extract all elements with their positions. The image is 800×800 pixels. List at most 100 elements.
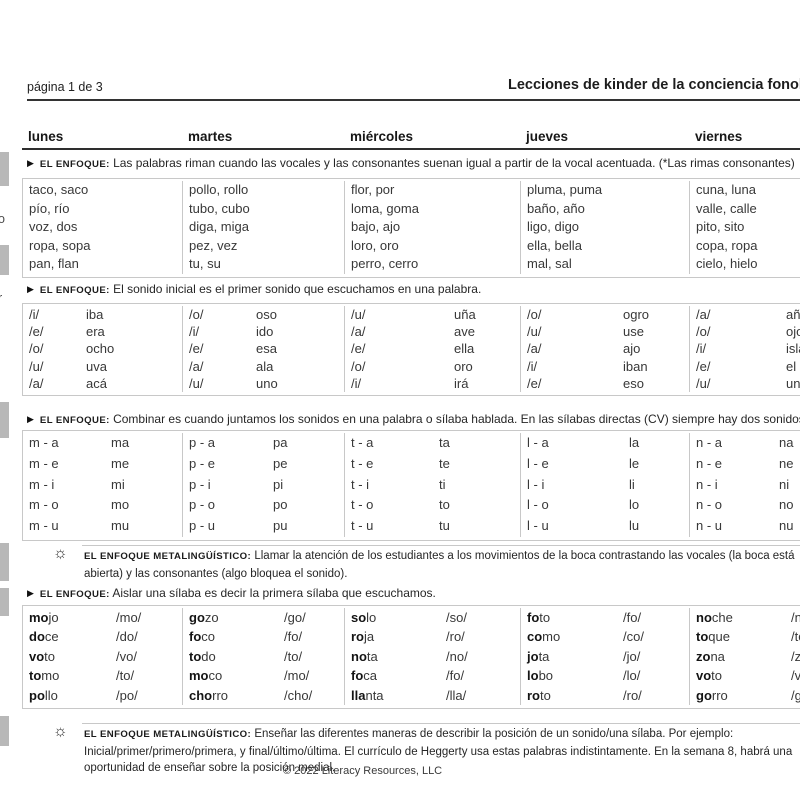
table-cell: m - u mu: [29, 518, 130, 534]
table-cell: todo/to/: [189, 648, 303, 664]
table-cell: m - i mi: [29, 476, 125, 492]
table-cell: taco, saco: [29, 182, 89, 197]
table-cell: mojo/mo/: [29, 610, 142, 625]
day-column: taco, saco pío, río voz, dos ropa, sopa pan,…: [23, 181, 183, 274]
table-cell: p - i pi: [189, 476, 284, 492]
table-cell: jota/jo/: [527, 648, 641, 664]
clipped-margin-letter: o: [0, 212, 5, 226]
table-cell: m - e me: [29, 455, 130, 471]
day-column: flor, por loma, goma bajo, ajo loro, oro per…: [345, 181, 521, 274]
table-cell: /o/ojo: [696, 324, 800, 340]
table-cell: valle, calle: [696, 200, 757, 216]
table-cell: ligo, digo: [527, 219, 580, 235]
table-cell: l - u lu: [527, 518, 640, 534]
copyright: © 2022 Literacy Resources, LLC: [283, 765, 443, 777]
table-cell: /i/ido: [189, 324, 274, 340]
day-header-viernes: viernes: [695, 129, 743, 144]
section-focus-aislar: ▶ EL ENFOQUE: Aislar una sílaba es decir …: [27, 586, 436, 600]
table-cell: /o/ogro: [527, 307, 650, 322]
table-cell: t - a ta: [351, 435, 450, 450]
day-column: noche/no/toque/to/zona/zo/voto/vo/gorro/…: [690, 608, 800, 705]
left-edge-tab: [0, 402, 9, 438]
table-cell: voz, dos: [29, 219, 78, 235]
day-column: solo/so/roja/ro/nota/no/foca/fo/llanta/l…: [345, 608, 521, 706]
table-cell: /u/uno: [189, 375, 278, 391]
day-column: m - a ma m - e me m - i mi m - o mo m - u mu: [23, 433, 183, 537]
sun-icon: ☼: [53, 723, 68, 740]
table-cell: chorro/cho/: [189, 687, 313, 703]
table-cell: ropa, sopa: [29, 237, 91, 253]
table-cell: /a/ala: [189, 358, 274, 374]
table-cell: /e/esa: [189, 341, 277, 357]
table-cell: doce/do/: [29, 629, 138, 645]
table-cell: l - o lo: [527, 497, 640, 513]
table-cell: n - e ne: [696, 455, 794, 471]
day-header-lunes: lunes: [28, 129, 64, 144]
table-cell: foca/fo/: [351, 668, 465, 684]
focus-label: EL ENFOQUE:: [39, 159, 110, 170]
table-cell: l - a la: [527, 435, 640, 450]
table-cell: pan, flan: [29, 256, 79, 272]
table-cell: loma, goma: [351, 200, 419, 216]
table-cell: nota/no/: [351, 648, 468, 664]
day-column: mojo/mo/doce/do/voto/vo/tomo/to/pollo/po…: [23, 608, 183, 706]
note-rule: [82, 545, 800, 546]
table-cell: l - e le: [527, 455, 640, 471]
table-cell: l - i li: [527, 476, 635, 492]
focus-triangle-icon: ▶: [27, 158, 34, 168]
table-cell: /a/año: [696, 307, 800, 322]
table-cell: pluma, puma: [527, 182, 603, 197]
day-column: /i/iba/e/era/o/ocho/u/uva/a/acá: [23, 306, 183, 393]
day-column: p - a pa p - e pe p - i pi p - o po p - u pu: [183, 433, 345, 537]
table-cell: diga, miga: [189, 219, 249, 235]
initial-sound-table: /i/iba/e/era/o/ocho/u/uva/a/acá/o/oso/i/…: [22, 303, 800, 397]
table-cell: t - e te: [351, 455, 450, 471]
table-cell: pío, río: [29, 200, 70, 216]
table-cell: foco/fo/: [189, 629, 303, 645]
left-edge-tab: [0, 245, 9, 275]
table-cell: tu, su: [189, 256, 221, 272]
table-cell: n - i ni: [696, 476, 790, 492]
table-cell: /e/el: [696, 358, 797, 374]
table-cell: p - a pa: [189, 435, 288, 450]
table-cell: solo/so/: [351, 610, 467, 625]
table-cell: m - o mo: [29, 497, 130, 513]
metalinguistic-note: EL ENFOQUE METALINGÜÍSTICO: Llamar la at…: [84, 548, 796, 582]
note-label: EL ENFOQUE METALINGÜÍSTICO:: [84, 551, 252, 562]
section-focus-combinar: ▶ EL ENFOQUE: Combinar es cuando juntamos…: [27, 412, 800, 426]
day-column: /u/uña/a/ave/e/ella/o/oro/i/irá: [345, 306, 521, 393]
table-cell: moco/mo/: [189, 668, 310, 684]
day-column: pollo, rollo tubo, cubo diga, miga pez, vez…: [183, 181, 345, 274]
table-cell: /i/isla: [696, 341, 800, 357]
table-cell: zona/zo/: [696, 648, 800, 664]
day-header-martes: martes: [188, 129, 233, 144]
note-rule: [82, 723, 800, 724]
table-cell: foto/fo/: [527, 610, 642, 625]
table-cell: ella, bella: [527, 237, 582, 253]
day-column: gozo/go/foco/fo/todo/to/moco/mo/chorro/c…: [183, 608, 345, 706]
note-body: Enseñar las diferentes maneras de descri…: [84, 728, 793, 774]
table-cell: p - u pu: [189, 518, 288, 534]
table-cell: cuna, luna: [696, 182, 756, 197]
table-cell: n - a na: [696, 435, 794, 450]
blending-table: m - a ma m - e me m - i mi m - o mo m - u mu p - a…: [22, 430, 800, 541]
focus-triangle-icon: ▶: [27, 284, 34, 294]
syllable-isolation-table: mojo/mo/doce/do/voto/vo/tomo/to/pollo/po…: [22, 605, 800, 710]
day-column: cuna, luna valle, calle pito, sito copa, ro…: [690, 181, 800, 274]
header-rule: [27, 99, 800, 101]
table-cell: p - e pe: [189, 455, 288, 471]
focus-text: El sonido inicial es el primer sonido qu…: [113, 282, 482, 296]
table-cell: baño, año: [527, 200, 585, 216]
table-cell: /u/una: [696, 375, 800, 391]
table-cell: flor, por: [351, 182, 395, 197]
day-column: foto/fo/como/co/jota/jo/lobo/lo/roto/ro/: [521, 608, 690, 706]
table-cell: /i/iban: [527, 358, 648, 374]
table-cell: roja/ro/: [351, 629, 465, 645]
day-column: /a/año/o/ojo/i/isla/e/el/u/una: [690, 306, 800, 392]
day-header-miercoles: miércoles: [350, 129, 414, 144]
table-cell: pollo/po/: [29, 687, 138, 703]
document-title: Lecciones de kinder de la conciencia fon…: [508, 77, 800, 93]
table-cell: gorro/go/: [696, 687, 800, 703]
day-header-rule: [22, 148, 800, 150]
left-edge-tab: [0, 152, 9, 186]
